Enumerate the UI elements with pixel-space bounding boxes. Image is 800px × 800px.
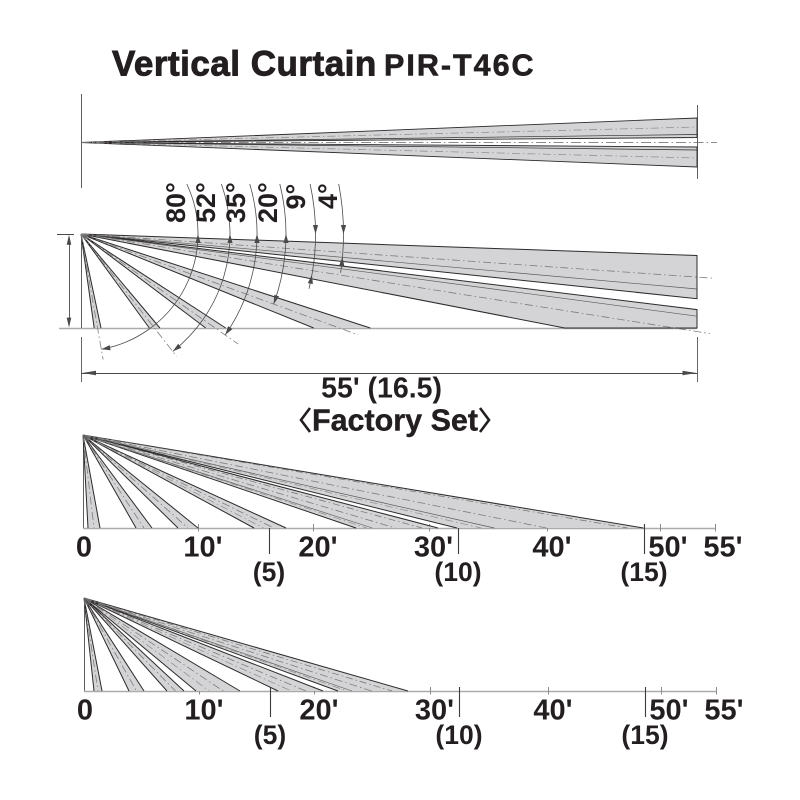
svg-text:(5): (5)	[253, 557, 285, 587]
svg-text:(15): (15)	[620, 557, 667, 587]
svg-text:(10): (10)	[435, 720, 482, 750]
svg-text:40': 40'	[533, 695, 572, 727]
svg-text:10': 10'	[184, 695, 223, 727]
svg-text:55' (16.5): 55' (16.5)	[321, 373, 442, 405]
svg-text:0: 0	[77, 695, 93, 727]
svg-text:55': 55'	[703, 532, 742, 564]
svg-text:10': 10'	[183, 532, 222, 564]
svg-text:80°: 80°	[161, 182, 191, 223]
svg-text:30': 30'	[414, 532, 453, 564]
svg-text:PIR-T46C: PIR-T46C	[384, 49, 536, 83]
svg-text:Vertical Curtain: Vertical Curtain	[112, 45, 377, 84]
svg-text:40': 40'	[532, 532, 571, 564]
svg-text:(5): (5)	[254, 720, 286, 750]
svg-text:35°: 35°	[221, 182, 251, 223]
svg-text:Factory Set: Factory Set	[312, 404, 478, 438]
svg-text:(15): (15)	[621, 720, 668, 750]
svg-text:20°: 20°	[253, 182, 283, 223]
svg-text:20': 20'	[298, 532, 337, 564]
svg-text:50': 50'	[649, 695, 688, 727]
svg-text:50': 50'	[648, 532, 687, 564]
svg-text:4°: 4°	[313, 183, 343, 209]
svg-text:55': 55'	[704, 695, 743, 727]
svg-text:(10): (10)	[434, 557, 481, 587]
svg-text:30': 30'	[415, 695, 454, 727]
svg-text:9°: 9°	[281, 184, 311, 210]
svg-text:0: 0	[76, 532, 92, 564]
svg-text:52°: 52°	[191, 182, 221, 223]
svg-text:20': 20'	[299, 695, 338, 727]
